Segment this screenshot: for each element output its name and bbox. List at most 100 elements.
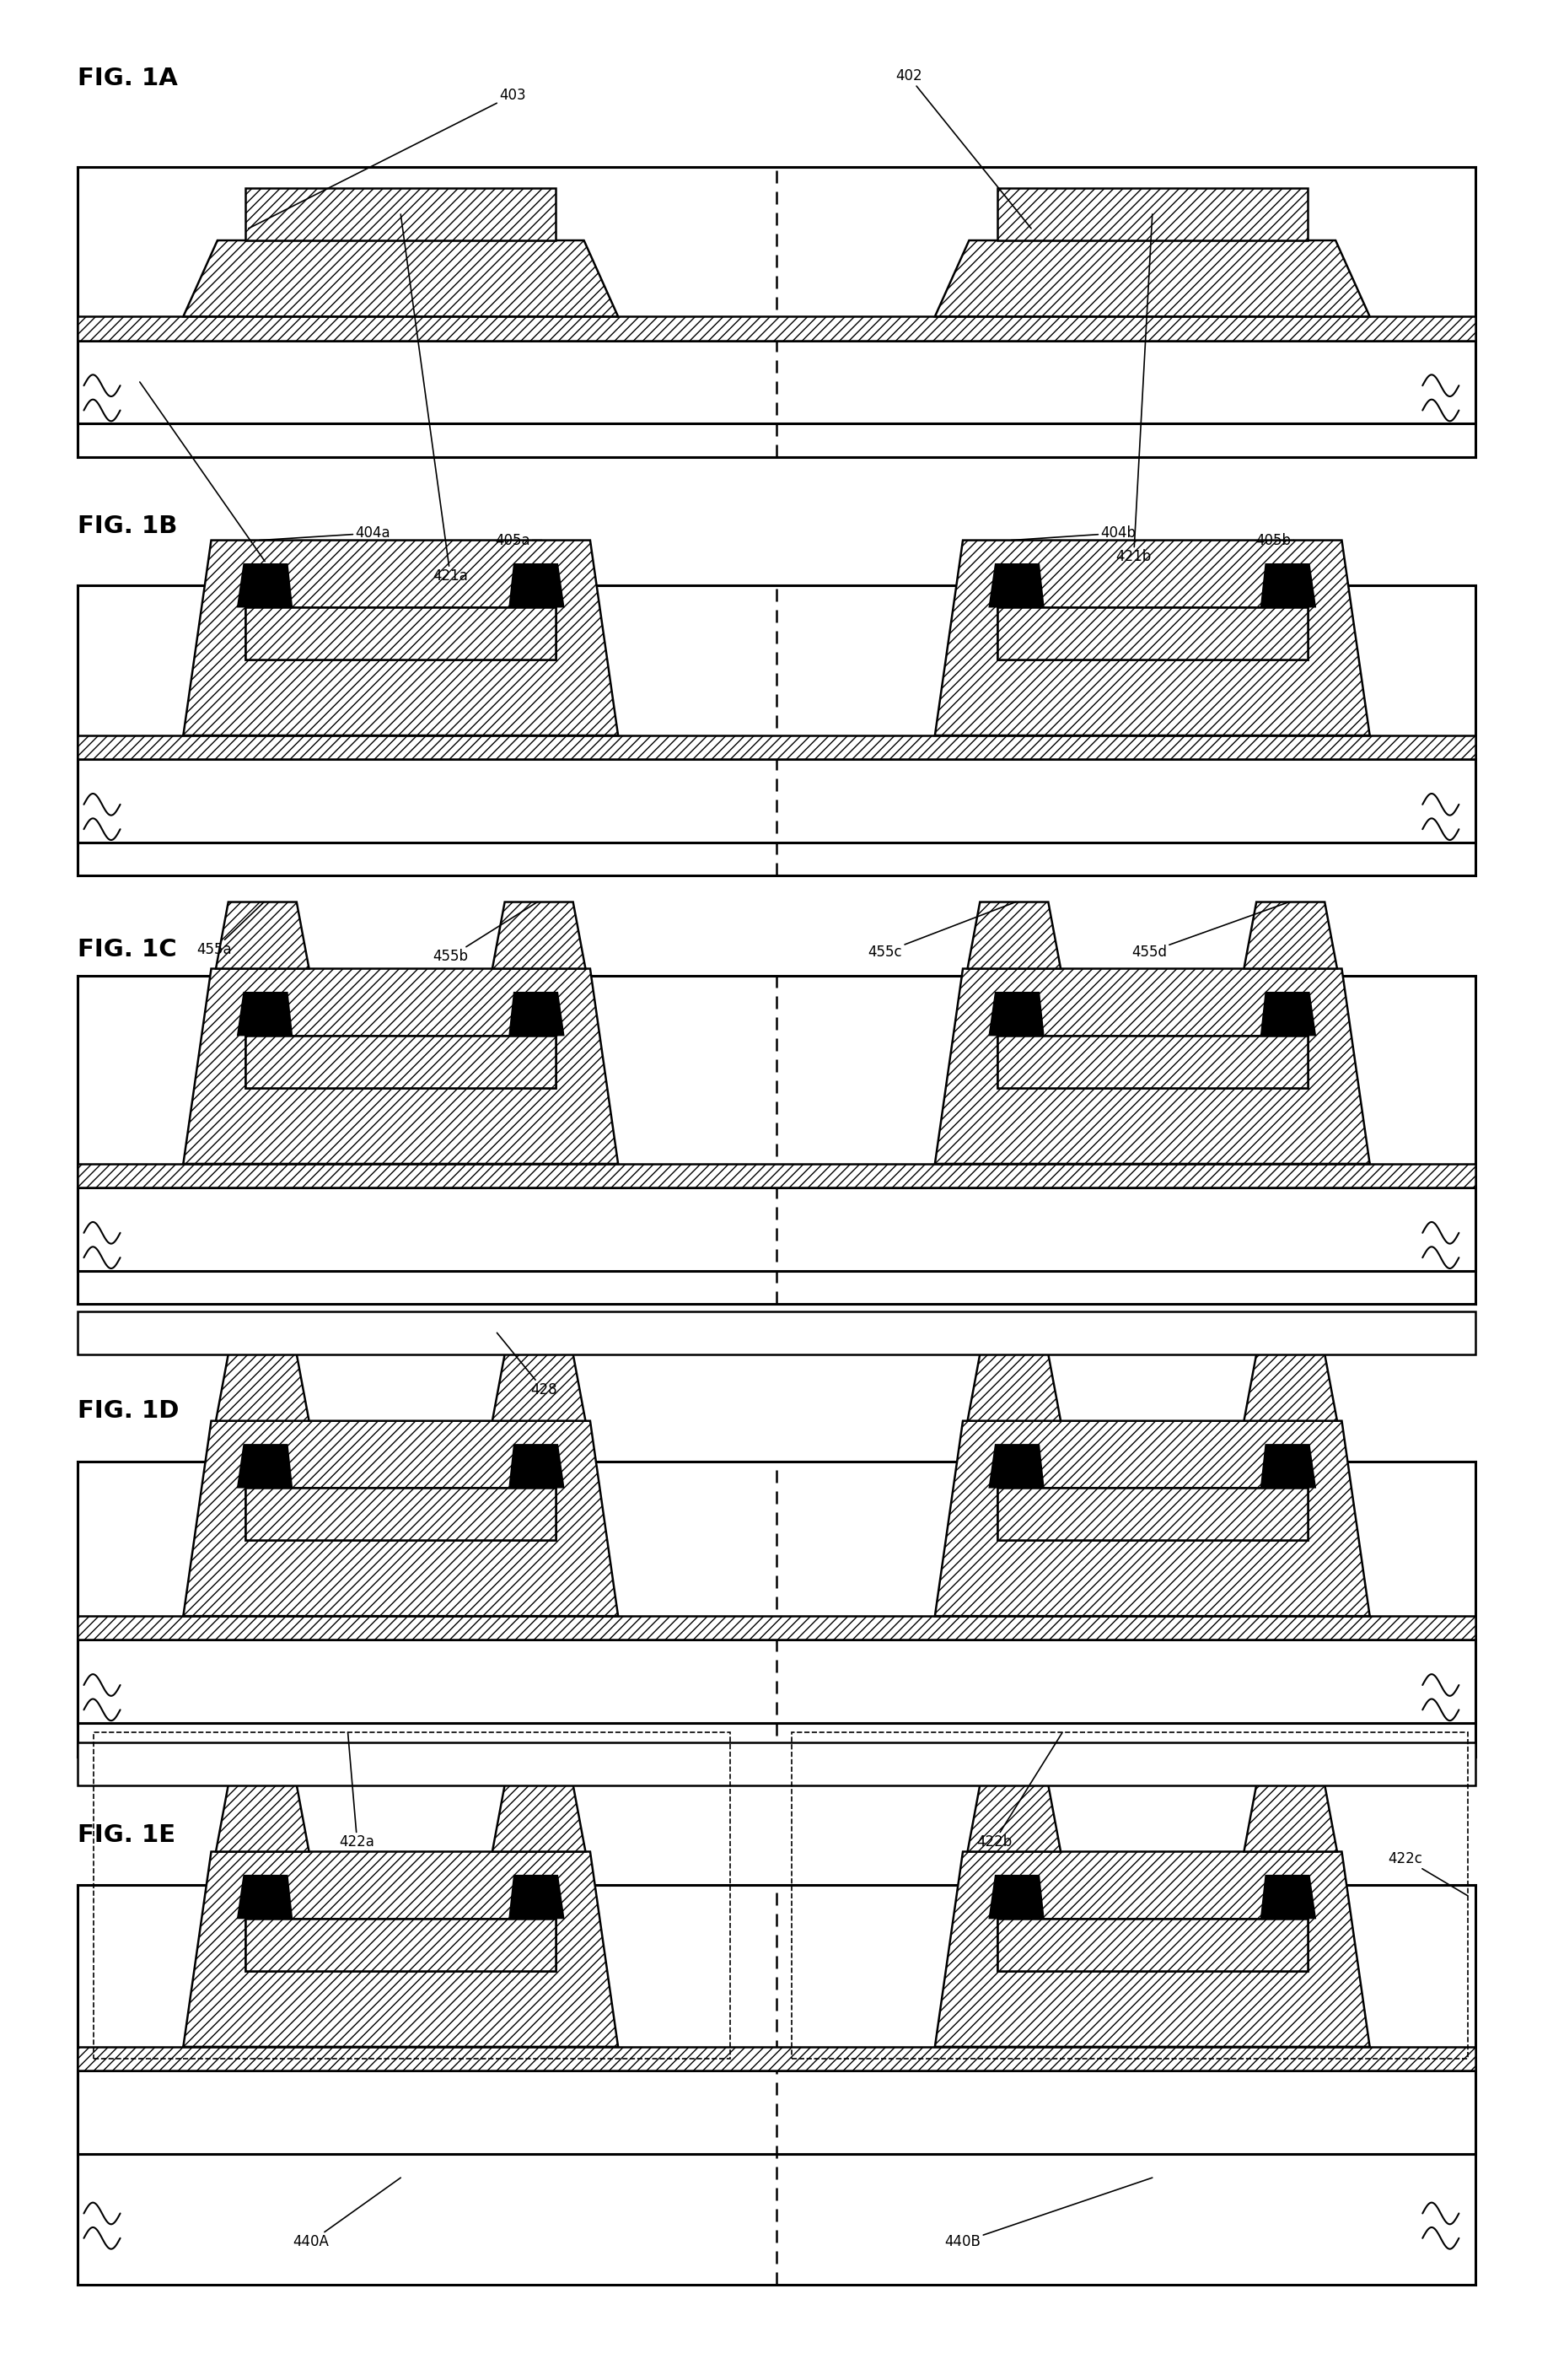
Text: 421a: 421a (401, 214, 467, 583)
Polygon shape (216, 1785, 309, 1852)
Bar (78, 1188, 1475, 1271)
Polygon shape (216, 1354, 309, 1421)
Text: 440A: 440A (292, 2178, 401, 2249)
Bar (245, 1035, 556, 1088)
Bar (245, 1488, 556, 1540)
Polygon shape (935, 1971, 1370, 2047)
Polygon shape (183, 1852, 618, 2047)
Bar (997, 1035, 1308, 1088)
Polygon shape (935, 1852, 1370, 2047)
Polygon shape (238, 564, 292, 607)
Polygon shape (1244, 902, 1337, 969)
Text: 455c: 455c (868, 902, 1016, 959)
Bar (245, 1488, 556, 1540)
Text: 440B: 440B (944, 2178, 1152, 2249)
Bar (78, 1640, 1475, 1723)
Bar (245, 1918, 556, 1971)
Bar (997, 607, 1308, 659)
Text: 455a: 455a (197, 902, 264, 957)
Polygon shape (492, 902, 585, 969)
Polygon shape (1261, 564, 1315, 607)
Bar (997, 607, 1308, 659)
Bar (245, 188, 556, 240)
Polygon shape (238, 1875, 292, 1918)
Polygon shape (935, 1088, 1370, 1164)
Polygon shape (183, 1421, 618, 1616)
Polygon shape (183, 1971, 618, 2047)
Text: 402: 402 (895, 69, 1031, 228)
Bar (78, 317, 1475, 340)
Polygon shape (935, 1421, 1370, 1616)
Polygon shape (183, 969, 618, 1164)
Text: 403: 403 (248, 88, 526, 228)
Polygon shape (935, 1540, 1370, 1616)
Polygon shape (238, 1445, 292, 1488)
Polygon shape (216, 902, 309, 969)
Text: 421b: 421b (1117, 214, 1152, 564)
Text: 422a: 422a (340, 1733, 374, 1849)
Text: 455d: 455d (1132, 902, 1289, 959)
Polygon shape (492, 1354, 585, 1421)
Bar (997, 1918, 1308, 1971)
Polygon shape (238, 992, 292, 1035)
Polygon shape (989, 992, 1044, 1035)
Bar (78, 2047, 1475, 2071)
Bar (997, 1918, 1308, 1971)
Bar (245, 1035, 556, 1088)
Polygon shape (935, 540, 1370, 735)
Bar (245, 1918, 556, 1971)
Polygon shape (968, 1354, 1061, 1421)
Polygon shape (509, 1445, 564, 1488)
Polygon shape (1261, 992, 1315, 1035)
Polygon shape (183, 540, 618, 735)
Bar (93, 1733, 730, 2059)
Text: 400: 400 (140, 381, 286, 578)
Polygon shape (183, 1088, 618, 1164)
Polygon shape (183, 1540, 618, 1616)
Text: FIG. 1D: FIG. 1D (78, 1399, 179, 1423)
Bar (997, 1488, 1308, 1540)
Bar (245, 607, 556, 659)
Polygon shape (509, 992, 564, 1035)
Polygon shape (989, 564, 1044, 607)
Polygon shape (1261, 1875, 1315, 1918)
Bar (245, 607, 556, 659)
Text: 404b: 404b (1011, 526, 1135, 540)
Bar (997, 1488, 1308, 1540)
Text: FIG. 1B: FIG. 1B (78, 514, 177, 538)
Text: 422c: 422c (1388, 1852, 1468, 1894)
Text: 405a: 405a (495, 533, 542, 547)
Bar (78, 1742, 1475, 1785)
Bar (78, 1164, 1475, 1188)
Polygon shape (509, 564, 564, 607)
Bar (78, 340, 1475, 424)
Bar (792, 1733, 1468, 2059)
Polygon shape (935, 659, 1370, 735)
Polygon shape (968, 902, 1061, 969)
Text: FIG. 1C: FIG. 1C (78, 938, 177, 962)
Text: 405b: 405b (1256, 533, 1294, 547)
Bar (78, 2071, 1475, 2154)
Bar (997, 188, 1308, 240)
Bar (78, 735, 1475, 759)
Text: 455b: 455b (433, 902, 537, 964)
Bar (997, 1035, 1308, 1088)
Polygon shape (989, 1875, 1044, 1918)
Text: 404a: 404a (259, 526, 390, 540)
Bar (78, 1616, 1475, 1640)
Polygon shape (509, 1875, 564, 1918)
Polygon shape (935, 240, 1370, 317)
Bar (78, 1311, 1475, 1354)
Polygon shape (935, 969, 1370, 1164)
Text: FIG. 1E: FIG. 1E (78, 1823, 175, 1847)
Text: FIG. 1A: FIG. 1A (78, 67, 177, 90)
Polygon shape (183, 240, 618, 317)
Polygon shape (492, 1785, 585, 1852)
Polygon shape (183, 659, 618, 735)
Polygon shape (1261, 1445, 1315, 1488)
Text: 422b: 422b (977, 1733, 1062, 1849)
Polygon shape (1244, 1354, 1337, 1421)
Bar (78, 759, 1475, 843)
Polygon shape (1244, 1785, 1337, 1852)
Polygon shape (989, 1445, 1044, 1488)
